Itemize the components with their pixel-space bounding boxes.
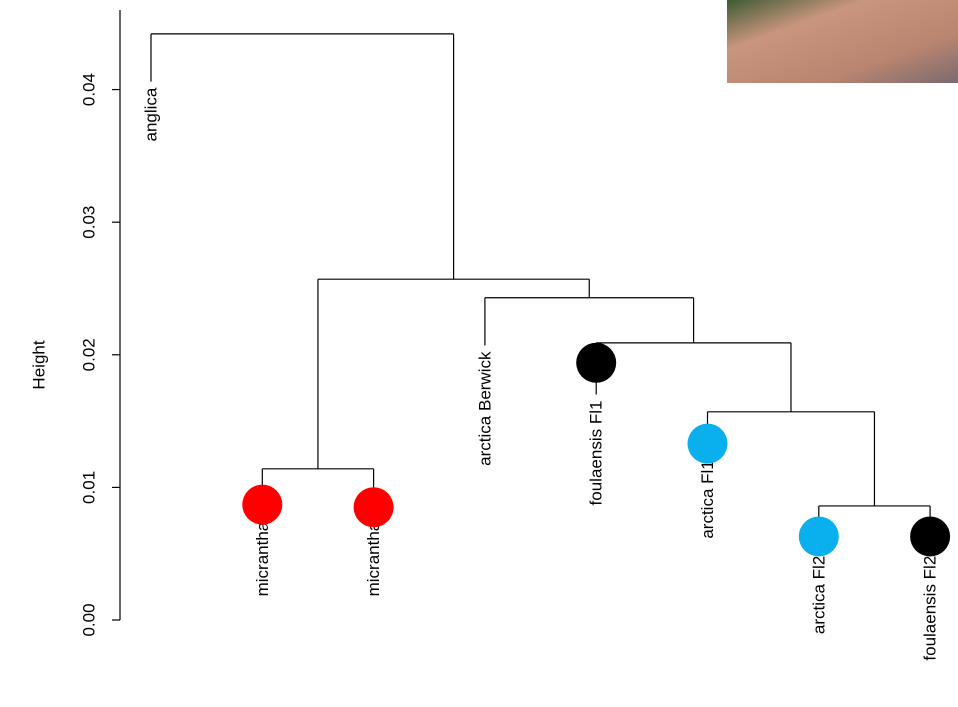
y-axis-label: Height: [29, 340, 48, 389]
leaf-marker: [242, 484, 283, 525]
y-tick-label: 0.00: [79, 603, 98, 636]
leaf-marker: [576, 342, 617, 383]
webcam-photo: [727, 0, 958, 83]
leaf-label: anglica: [141, 87, 160, 141]
leaf-marker: [910, 516, 951, 557]
y-tick-label: 0.02: [79, 338, 98, 371]
y-tick-label: 0.04: [79, 73, 98, 106]
leaf-label: arctica Berwick: [475, 351, 494, 466]
y-tick-label: 0.01: [79, 471, 98, 504]
leaf-marker: [798, 516, 839, 557]
leaf-label: foulaensis Fl1: [587, 401, 606, 506]
leaf-label: arctica Fl1: [698, 460, 717, 538]
leaf-marker: [687, 423, 728, 464]
leaf-label: arctica Fl2: [809, 556, 828, 634]
leaf-marker: [353, 487, 394, 528]
leaf-label: foulaensis Fl2: [921, 556, 940, 661]
y-tick-label: 0.03: [79, 206, 98, 239]
